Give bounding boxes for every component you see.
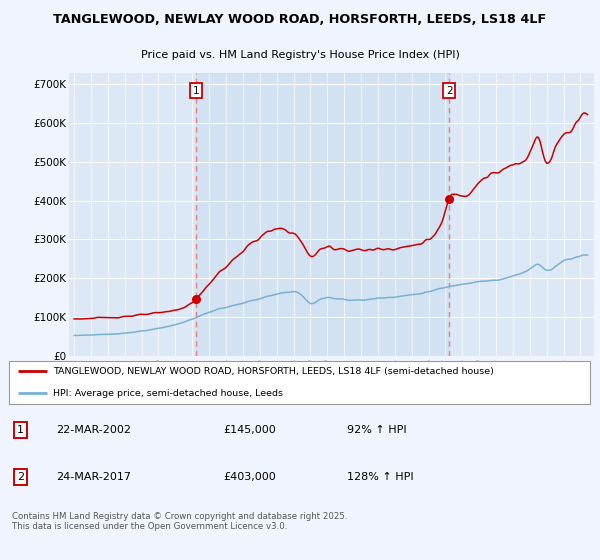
FancyBboxPatch shape bbox=[9, 361, 590, 404]
Text: £145,000: £145,000 bbox=[224, 424, 277, 435]
Text: TANGLEWOOD, NEWLAY WOOD ROAD, HORSFORTH, LEEDS, LS18 4LF (semi-detached house): TANGLEWOOD, NEWLAY WOOD ROAD, HORSFORTH,… bbox=[53, 367, 494, 376]
Text: 22-MAR-2002: 22-MAR-2002 bbox=[56, 424, 131, 435]
Text: Contains HM Land Registry data © Crown copyright and database right 2025.
This d: Contains HM Land Registry data © Crown c… bbox=[12, 512, 347, 531]
Text: TANGLEWOOD, NEWLAY WOOD ROAD, HORSFORTH, LEEDS, LS18 4LF: TANGLEWOOD, NEWLAY WOOD ROAD, HORSFORTH,… bbox=[53, 13, 547, 26]
Text: 24-MAR-2017: 24-MAR-2017 bbox=[56, 472, 131, 482]
Text: 1: 1 bbox=[193, 86, 199, 96]
Text: Price paid vs. HM Land Registry's House Price Index (HPI): Price paid vs. HM Land Registry's House … bbox=[140, 50, 460, 59]
Text: 2: 2 bbox=[17, 472, 24, 482]
Bar bbox=[196, 73, 449, 356]
Text: HPI: Average price, semi-detached house, Leeds: HPI: Average price, semi-detached house,… bbox=[53, 389, 283, 398]
Text: 1: 1 bbox=[17, 424, 24, 435]
Text: 128% ↑ HPI: 128% ↑ HPI bbox=[347, 472, 413, 482]
Text: 92% ↑ HPI: 92% ↑ HPI bbox=[347, 424, 407, 435]
Text: £403,000: £403,000 bbox=[224, 472, 277, 482]
Text: 2: 2 bbox=[446, 86, 452, 96]
